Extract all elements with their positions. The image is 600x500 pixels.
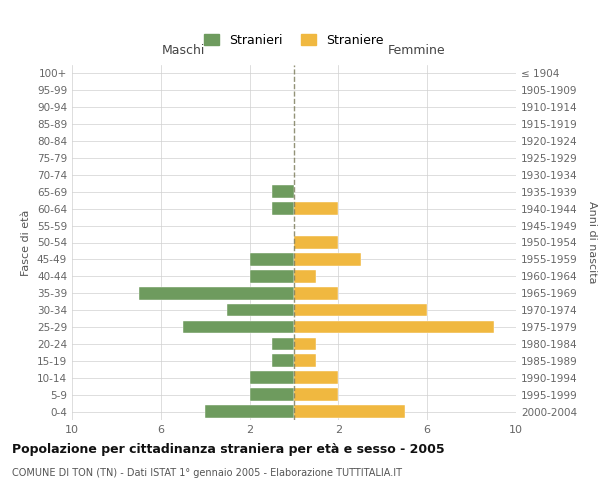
Text: COMUNE DI TON (TN) - Dati ISTAT 1° gennaio 2005 - Elaborazione TUTTITALIA.IT: COMUNE DI TON (TN) - Dati ISTAT 1° genna… (12, 468, 402, 477)
Bar (227, 304, 294, 316)
Bar (139, 287, 294, 300)
Y-axis label: Fasce di età: Fasce di età (22, 210, 31, 276)
Bar (294, 236, 338, 249)
Bar (294, 354, 316, 367)
Text: Maschi: Maschi (161, 44, 205, 58)
Bar (272, 202, 294, 215)
Bar (294, 202, 338, 215)
Y-axis label: Anni di nascita: Anni di nascita (587, 201, 597, 284)
Bar (294, 320, 494, 334)
Bar (183, 320, 294, 334)
Legend: Stranieri, Straniere: Stranieri, Straniere (199, 28, 389, 52)
Bar (294, 270, 316, 282)
Bar (250, 372, 294, 384)
Bar (250, 270, 294, 282)
Bar (250, 253, 294, 266)
Bar (294, 372, 338, 384)
Bar (294, 304, 427, 316)
Bar (294, 253, 361, 266)
Text: Femmine: Femmine (387, 44, 445, 58)
Bar (294, 388, 338, 401)
Bar (250, 388, 294, 401)
Bar (294, 405, 405, 418)
Bar (272, 186, 294, 198)
Bar (272, 338, 294, 350)
Text: Popolazione per cittadinanza straniera per età e sesso - 2005: Popolazione per cittadinanza straniera p… (12, 442, 445, 456)
Bar (294, 338, 316, 350)
Bar (294, 287, 338, 300)
Bar (272, 354, 294, 367)
Bar (205, 405, 294, 418)
